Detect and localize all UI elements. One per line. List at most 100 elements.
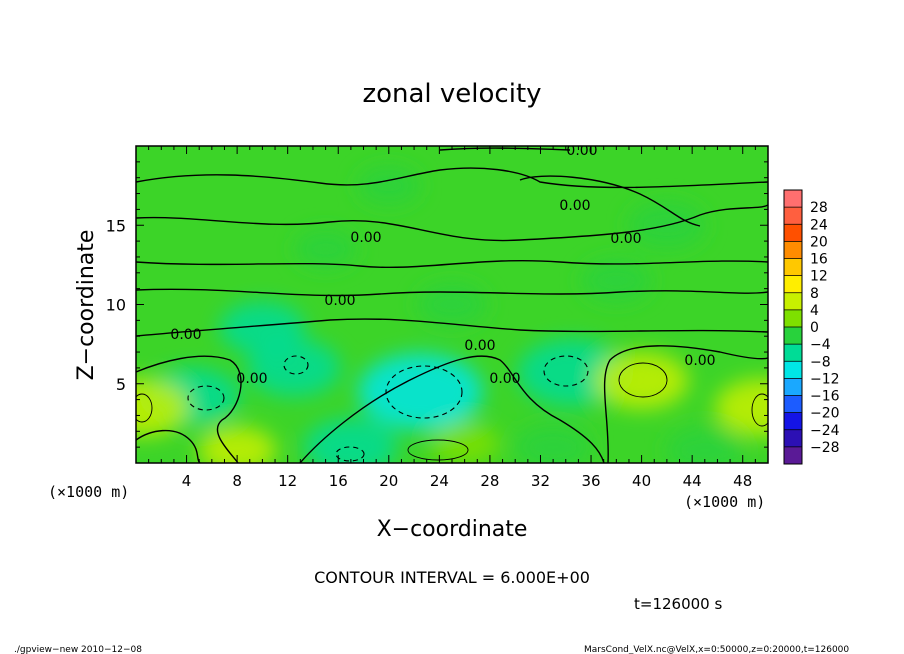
x-axis: 4 8 12 16 20 24 28 32 36 40 44 48 [148, 146, 756, 490]
contour-line [136, 429, 201, 463]
contour-labels: 0.00 0.00 0.00 0.00 0.00 0.00 0.00 0.00 0.00 0.00 [170, 143, 715, 387]
y-tick-label: 10 [106, 296, 126, 315]
field-blob [304, 418, 398, 463]
x-tick-label: 4 [182, 472, 192, 490]
x-axis-label: X−coordinate [377, 517, 528, 542]
contour-line [299, 355, 605, 463]
colorbar-segment [784, 395, 802, 413]
field-blob [665, 426, 744, 463]
field-blob [358, 353, 483, 431]
colorbar-label: −4 [810, 337, 831, 353]
colorbar-segment [784, 412, 802, 430]
contour-label: 0.00 [610, 231, 641, 247]
colorbar-segment [784, 207, 802, 225]
colorbar-label: 0 [810, 320, 819, 336]
colorbar-segment [784, 258, 802, 276]
contour-label: 0.00 [464, 338, 495, 354]
contour-line [283, 355, 309, 375]
field-blob [581, 259, 652, 303]
contour-line [407, 439, 469, 461]
field-blob [357, 166, 420, 205]
colorbar-segment [784, 224, 802, 242]
contour-label: 0.00 [559, 198, 590, 214]
colorbar-label: −24 [810, 423, 840, 439]
colorbar-label: −8 [810, 354, 831, 370]
chart-title: zonal velocity [362, 79, 541, 109]
colorbar-segment [784, 429, 802, 447]
contour-label: 0.00 [566, 143, 597, 159]
colorbar-segment [784, 275, 802, 293]
colorbar-segment [784, 327, 802, 345]
x-tick-label: 20 [379, 472, 398, 490]
field-blob [219, 301, 306, 355]
colorbar-label: 4 [810, 303, 819, 319]
x-tick-label: 12 [278, 472, 297, 490]
contour-label: 0.00 [170, 327, 201, 343]
contour-line [136, 355, 242, 463]
x-tick-label: 32 [531, 472, 550, 490]
y-axis-label: Z−coordinate [74, 230, 99, 381]
contour-label: 0.00 [324, 293, 355, 309]
contour-line [519, 175, 701, 227]
colorbar-label: 16 [810, 252, 828, 268]
contour-line [618, 362, 668, 398]
contour-label: 0.00 [489, 371, 520, 387]
x-tick-label: 48 [733, 472, 752, 490]
colorbar-label: −20 [810, 406, 840, 422]
colorbar-label: −28 [810, 440, 840, 456]
x-tick-label: 36 [581, 472, 600, 490]
x-tick-label: 8 [232, 472, 242, 490]
colorbar-label: 28 [810, 200, 828, 216]
contour-line [136, 167, 768, 189]
x-units-right: (×1000 m) [684, 493, 765, 511]
colorbar-label: 20 [810, 234, 828, 250]
y-tick-label: 15 [106, 216, 126, 235]
colorbar-segment [784, 241, 802, 259]
x-tick-label: 24 [430, 472, 449, 490]
contour-line [136, 259, 768, 269]
x-tick-label: 40 [632, 472, 651, 490]
contour-line [136, 393, 153, 423]
field-blob [416, 282, 488, 327]
x-tick-label: 44 [683, 472, 702, 490]
contour-positive [136, 362, 768, 461]
field-blob [429, 422, 500, 463]
field-blob [136, 378, 190, 437]
colorbar-segment [784, 309, 802, 327]
x-tick-label: 28 [480, 472, 499, 490]
contour-line [543, 355, 589, 387]
colorbar-segment [784, 344, 802, 362]
time-label: t=126000 s [634, 595, 722, 613]
contour-line [136, 204, 768, 242]
contour-line [187, 385, 225, 411]
contour-line [603, 345, 768, 463]
field-blob [514, 423, 593, 463]
contour-line [136, 318, 768, 337]
contour-dashed [187, 355, 589, 462]
plot-area: 0.00 0.00 0.00 0.00 0.00 0.00 0.00 0.00 0.00 0.00 [136, 143, 768, 463]
colorbar-segment [784, 190, 802, 208]
colorbar-label: 8 [810, 286, 819, 302]
field-blob [294, 229, 357, 269]
colorbar-label: 12 [810, 269, 828, 285]
contour-line [335, 446, 365, 462]
x-units-left: (×1000 m) [48, 483, 129, 501]
contour-label: 0.00 [236, 371, 267, 387]
colorbar-segment [784, 446, 802, 464]
field-blob [714, 378, 768, 437]
footer-right: MarsCond_VelX.nc@VelX,x=0:50000,z=0:2000… [584, 645, 849, 654]
y-axis: 5 10 15 [106, 161, 768, 448]
contour-label: 0.00 [684, 353, 715, 369]
colorbar-segment [784, 361, 802, 379]
contour-line [385, 365, 463, 419]
contour-line [136, 288, 768, 297]
contour-line [439, 147, 571, 151]
contour-line [751, 393, 768, 427]
colorbar-segment [784, 378, 802, 396]
colorbar-label: 24 [810, 217, 828, 233]
colorbar-label: −16 [810, 389, 840, 405]
field-blob [198, 426, 277, 463]
contour-interval-label: CONTOUR INTERVAL = 6.000E+00 [314, 568, 590, 587]
field-blobs [136, 166, 768, 463]
